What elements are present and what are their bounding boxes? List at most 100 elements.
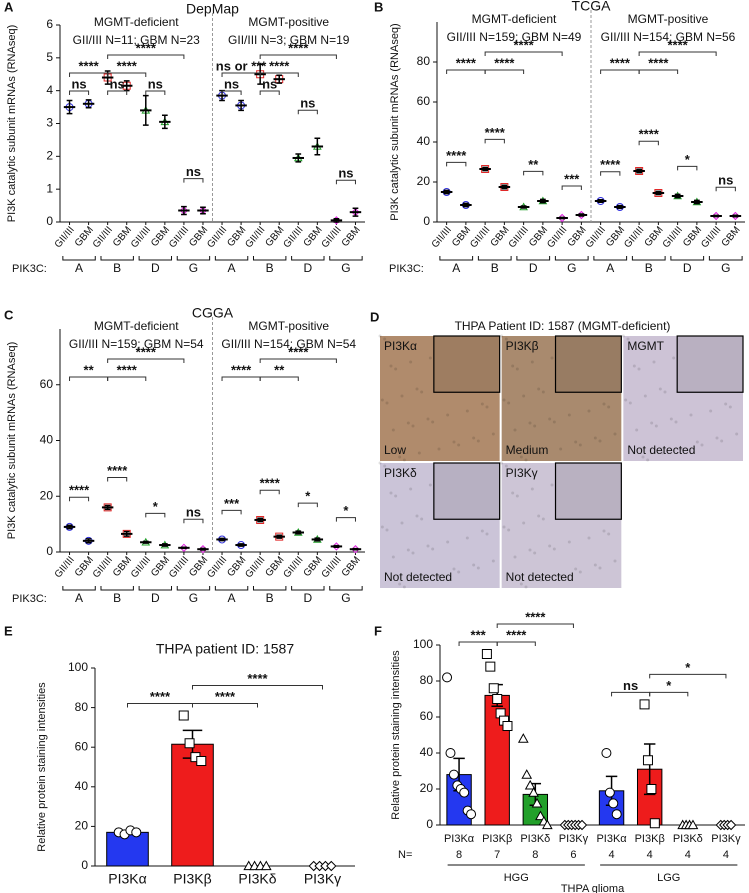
y-tick-label: 0 <box>81 858 88 872</box>
texture <box>587 409 591 413</box>
gene-label: B <box>491 261 499 275</box>
x-tick-label: GII/III <box>320 225 344 251</box>
x-tick-label: GBM <box>340 225 363 250</box>
panel-letter: A <box>4 0 14 14</box>
chart-title: CGGA <box>192 305 234 321</box>
gene-label: A <box>452 261 460 275</box>
significance-bracket <box>259 358 337 363</box>
texture <box>528 421 532 425</box>
data-point <box>725 819 737 831</box>
significance-label: ns or *** <box>216 58 268 73</box>
data-point <box>326 860 337 872</box>
y-tick-label: 1 <box>46 181 53 195</box>
group-name: MGMT-positive <box>628 12 709 26</box>
error-bar <box>66 524 73 530</box>
y-tick-label: 20 <box>417 174 431 188</box>
gene-label: B <box>266 591 274 605</box>
x-tick-label: GBM <box>340 555 363 580</box>
texture <box>383 464 387 468</box>
texture <box>613 432 617 436</box>
y-tick-label: 100 <box>68 660 88 674</box>
gene-label: G <box>567 261 576 275</box>
texture <box>578 570 582 574</box>
data-point <box>608 798 619 809</box>
texture <box>420 517 424 521</box>
x-tick-label: GII/III <box>622 225 646 251</box>
significance-bracket <box>297 502 318 508</box>
texture <box>420 390 424 394</box>
error-bar <box>142 540 149 544</box>
texture <box>593 563 597 567</box>
x-tick-label: GBM <box>720 225 743 250</box>
gene-label: G <box>341 591 350 605</box>
x-tick-label: GII/III <box>205 225 229 251</box>
data-cloud <box>275 532 284 541</box>
error-bar <box>352 547 359 551</box>
panel-letter: E <box>4 623 13 638</box>
y-tick-label: 0 <box>426 817 433 831</box>
gene-bracket <box>100 586 134 591</box>
texture <box>502 398 506 402</box>
x-tick-label: GII/III <box>545 225 569 251</box>
texture <box>391 555 395 559</box>
significance-bracket <box>107 358 185 363</box>
significance-label: **** <box>231 362 252 377</box>
texture <box>504 337 508 341</box>
significance-bracket <box>600 171 621 176</box>
stain-level: Medium <box>506 443 549 457</box>
significance-bracket <box>484 69 525 74</box>
gene-prefix: PIK3C: <box>12 593 47 605</box>
gene-bracket <box>477 256 512 261</box>
texture <box>598 566 602 570</box>
chart-title: THPA patient ID: 1587 <box>156 641 294 657</box>
significance-bracket <box>297 109 318 115</box>
data-point <box>485 661 496 672</box>
gene-bracket <box>329 256 363 261</box>
ihc-inset <box>554 462 622 520</box>
significance-label: **** <box>136 40 157 55</box>
data-point <box>639 699 650 710</box>
significance-bracket <box>145 512 166 518</box>
data-point <box>576 819 588 831</box>
error-bar <box>66 99 73 115</box>
texture <box>559 574 563 578</box>
error-bar <box>539 198 546 204</box>
texture <box>398 455 402 459</box>
texture <box>574 440 578 444</box>
error-bar <box>482 166 489 172</box>
texture <box>437 447 441 451</box>
significance-label: **** <box>456 55 477 70</box>
texture <box>541 390 545 394</box>
significance-bracket <box>259 489 280 495</box>
data-point <box>531 797 543 808</box>
texture <box>465 536 469 540</box>
significance-label: ns <box>148 76 163 91</box>
group-name: MGMT-deficient <box>472 12 557 26</box>
texture <box>511 491 515 495</box>
y-axis-label: Relative protein staining intensities <box>36 682 48 852</box>
texture <box>402 585 406 589</box>
significance-bracket <box>638 69 679 74</box>
significance-bracket <box>715 186 736 192</box>
significance-bracket <box>638 51 717 56</box>
significance-label: ** <box>528 157 539 172</box>
gene-bracket <box>554 256 589 261</box>
significance-label: **** <box>107 463 128 478</box>
significance-label: ns <box>300 96 315 111</box>
y-tick-label: 100 <box>413 637 433 651</box>
n-label: N= <box>398 849 412 861</box>
texture <box>431 420 435 424</box>
stain-level: Not detected <box>384 570 452 584</box>
error-bar <box>597 199 604 203</box>
gene-label: D <box>151 591 160 605</box>
significance-label: **** <box>648 55 669 70</box>
error-bar <box>238 99 244 112</box>
x-tick-label: PI3Kγ <box>559 833 589 845</box>
x-tick-label: GII/III <box>699 225 723 251</box>
data-point <box>687 819 699 830</box>
group-name: MGMT-deficient <box>94 319 179 333</box>
bar <box>171 743 214 867</box>
texture <box>391 428 395 432</box>
x-tick-label: GII/III <box>129 225 153 251</box>
chart-title: TCGA <box>572 0 612 14</box>
